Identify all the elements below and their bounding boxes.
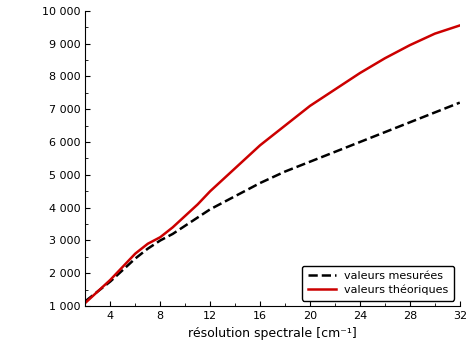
valeurs théoriques (407, 43, 413, 47)
valeurs mesurées (407, 120, 413, 125)
valeurs mesurées (282, 169, 288, 174)
valeurs théoriques (145, 242, 151, 246)
valeurs mesurées (145, 247, 151, 251)
valeurs théoriques (170, 225, 175, 230)
valeurs mesurées (357, 140, 363, 144)
valeurs théoriques (257, 143, 263, 147)
valeurs théoriques (207, 189, 213, 193)
valeurs mesurées (257, 181, 263, 185)
valeurs théoriques (382, 56, 388, 61)
valeurs mesurées (170, 232, 175, 236)
X-axis label: résolution spectrale [cm⁻¹]: résolution spectrale [cm⁻¹] (188, 326, 357, 340)
Legend: valeurs mesurées, valeurs théoriques: valeurs mesurées, valeurs théoriques (302, 266, 454, 300)
valeurs mesurées (207, 207, 213, 211)
valeurs mesurées (195, 215, 201, 220)
valeurs mesurées (132, 256, 138, 261)
valeurs théoriques (157, 235, 163, 239)
valeurs mesurées (182, 224, 188, 228)
valeurs mesurées (232, 194, 238, 198)
valeurs théoriques (108, 278, 113, 282)
valeurs théoriques (282, 124, 288, 128)
valeurs mesurées (457, 100, 463, 105)
valeurs théoriques (95, 289, 100, 293)
valeurs mesurées (307, 159, 313, 164)
valeurs mesurées (120, 268, 126, 272)
valeurs théoriques (82, 301, 88, 305)
valeurs mesurées (382, 130, 388, 134)
valeurs théoriques (232, 166, 238, 171)
Line: valeurs théoriques: valeurs théoriques (85, 25, 460, 303)
valeurs mesurées (157, 239, 163, 243)
valeurs mesurées (108, 279, 113, 284)
valeurs théoriques (432, 32, 438, 36)
valeurs théoriques (332, 87, 338, 91)
Line: valeurs mesurées: valeurs mesurées (85, 103, 460, 301)
valeurs théoriques (357, 71, 363, 75)
valeurs mesurées (82, 299, 88, 303)
valeurs théoriques (120, 265, 126, 269)
valeurs théoriques (182, 214, 188, 218)
valeurs mesurées (432, 110, 438, 115)
valeurs mesurées (95, 289, 100, 293)
valeurs théoriques (132, 251, 138, 256)
valeurs théoriques (457, 23, 463, 27)
valeurs théoriques (307, 104, 313, 108)
valeurs mesurées (332, 150, 338, 154)
valeurs théoriques (195, 202, 201, 206)
